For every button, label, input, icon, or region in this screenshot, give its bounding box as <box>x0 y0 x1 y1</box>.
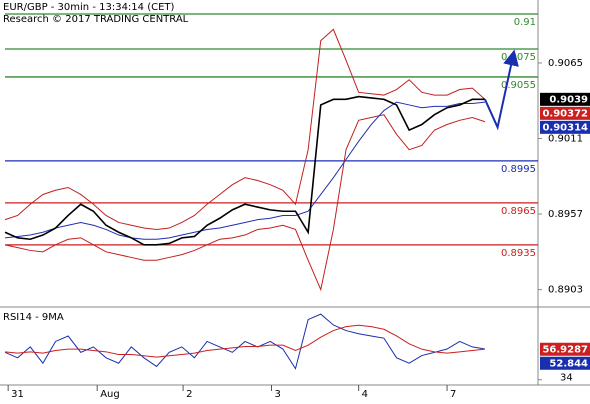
level-label: 0.8995 <box>501 164 536 175</box>
chart-subtitle: Research © 2017 TRADING CENTRAL <box>3 14 189 25</box>
price-box <box>540 356 590 370</box>
price-box-label: 0.90314 <box>542 122 588 133</box>
y-tick-label: 0.9065 <box>548 58 583 69</box>
level-label: 0.9075 <box>501 52 536 63</box>
x-tick-label: 3 <box>275 389 281 400</box>
price-box-label: 56.9287 <box>542 344 588 355</box>
x-tick-label: 7 <box>450 389 456 400</box>
level-label: 0.9055 <box>501 80 536 91</box>
y-tick-label: 0.8957 <box>548 209 583 220</box>
x-tick-label: Aug <box>100 389 120 400</box>
rsi-tick-label: 34 <box>560 373 573 384</box>
price-box <box>540 92 590 106</box>
y-tick-label: 0.8903 <box>548 285 583 296</box>
rsi-line <box>4 313 486 370</box>
y-tick-label: 0.9011 <box>548 134 583 145</box>
price-box <box>540 120 590 134</box>
level-label: 0.8935 <box>501 248 536 259</box>
indicator-line <box>4 28 486 230</box>
x-tick-label: 4 <box>362 389 368 400</box>
price-box <box>540 342 590 356</box>
price-box-label: 52.844 <box>549 358 588 369</box>
price-box-label: 0.9039 <box>549 94 588 105</box>
x-tick-label: 31 <box>11 389 24 400</box>
price-line <box>4 95 485 246</box>
rsi-line <box>4 324 486 358</box>
level-label: 0.91 <box>514 17 536 28</box>
forecast-arrow <box>484 49 519 131</box>
x-tick-label: 2 <box>186 389 192 400</box>
indicator-line <box>4 101 486 240</box>
price-box <box>540 106 590 120</box>
level-label: 0.8965 <box>501 206 536 217</box>
indicator-line <box>4 114 486 292</box>
chart-title: EUR/GBP - 30min - 13:34:14 (CET) <box>3 2 175 13</box>
price-box-label: 0.90372 <box>542 108 588 119</box>
rsi-title: RSI14 - 9MA <box>3 312 64 323</box>
